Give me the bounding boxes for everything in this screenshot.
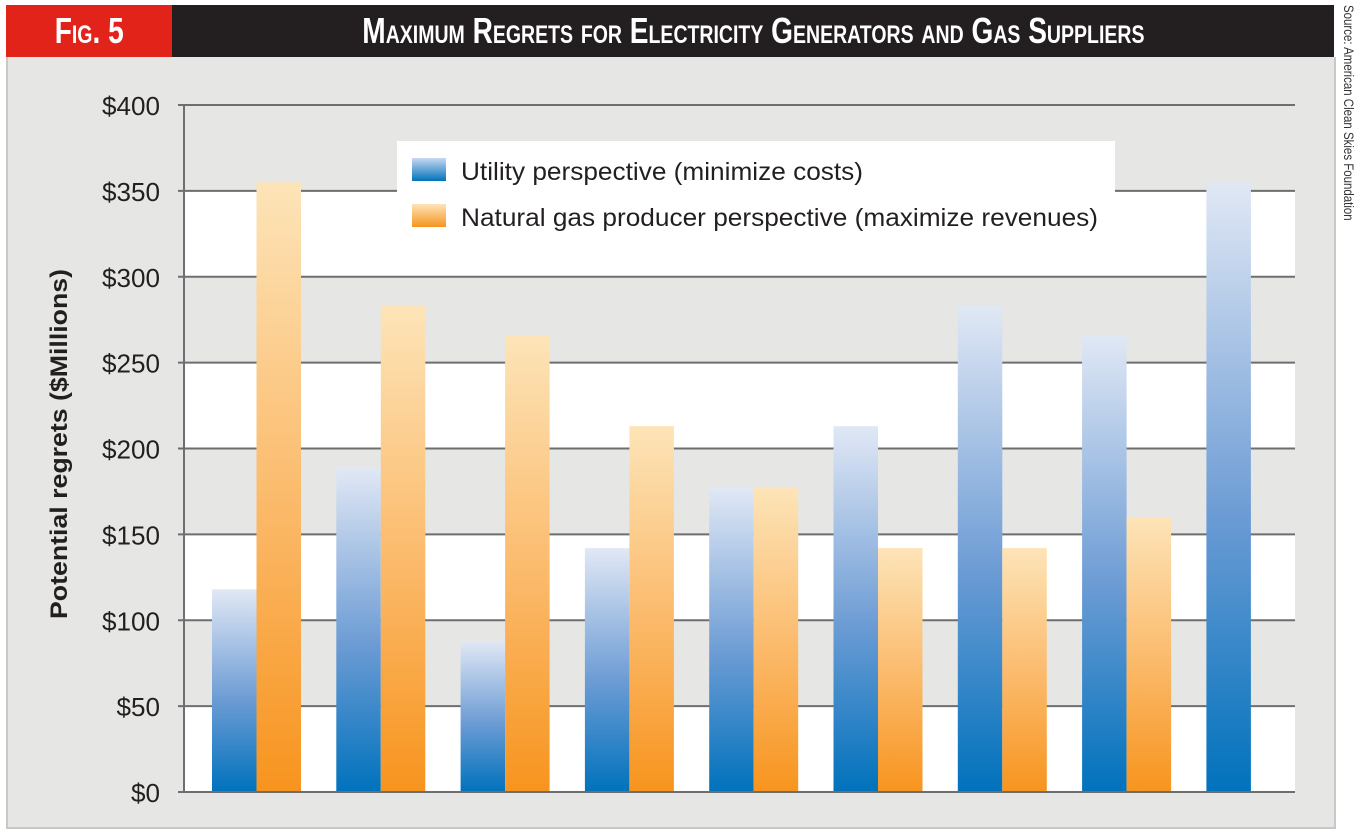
y-tick-label: $400: [102, 91, 160, 121]
y-axis-label: Potential regrets ($Millions): [46, 269, 73, 619]
bar-gas: [505, 335, 550, 792]
y-tick-label: $0: [131, 778, 160, 808]
y-tick-label: $300: [102, 263, 160, 293]
y-tick-label: $350: [102, 177, 160, 207]
bar-utility: [460, 640, 506, 792]
axes: [178, 105, 1295, 793]
bar-utility: [957, 305, 1003, 792]
title-bar: [6, 5, 1334, 57]
figure-label-text: Fig. 5: [54, 10, 124, 51]
legend-swatch-utility: [412, 158, 446, 181]
bar-utility: [336, 467, 381, 792]
y-tick-labels: $0 $50 $100 $150 $200 $250 $300 $350 $400: [102, 91, 160, 808]
grid-band: [184, 276, 1295, 363]
y-tick-label: $250: [102, 349, 160, 379]
grid-band: [184, 362, 1295, 449]
bar-gas: [380, 305, 426, 792]
bar-utility: [833, 426, 878, 792]
bar-gas: [256, 182, 301, 793]
bars: [212, 182, 1251, 793]
y-tick-label: $200: [102, 435, 160, 465]
legend-label-utility: Utility perspective (minimize costs): [461, 158, 863, 186]
figure-label: Fig. 5: [6, 5, 172, 57]
bar-utility: [1206, 182, 1251, 793]
bar-utility: [1082, 335, 1127, 792]
bar-gas: [1126, 517, 1172, 792]
bar-utility: [584, 548, 630, 792]
chart-title: Maximum Regrets for Electricity Generato…: [172, 5, 1334, 57]
bar-gas: [1002, 548, 1047, 792]
legend-swatch-gas: [412, 204, 446, 227]
bar-utility: [212, 589, 257, 792]
legend-background: [397, 141, 1115, 236]
legend-label-gas: Natural gas producer perspective (maximi…: [461, 204, 1098, 232]
bar-gas: [878, 548, 923, 792]
bar-utility: [709, 488, 754, 792]
y-tick-label: $150: [102, 520, 160, 550]
y-tick-label: $50: [117, 692, 161, 722]
legend: Utility perspective (minimize costs) Nat…: [397, 141, 1115, 236]
chart-title-text: Maximum Regrets for Electricity Generato…: [361, 10, 1145, 51]
y-tick-label: $100: [102, 606, 160, 636]
bar-gas: [629, 426, 674, 792]
bar-gas: [753, 488, 799, 792]
